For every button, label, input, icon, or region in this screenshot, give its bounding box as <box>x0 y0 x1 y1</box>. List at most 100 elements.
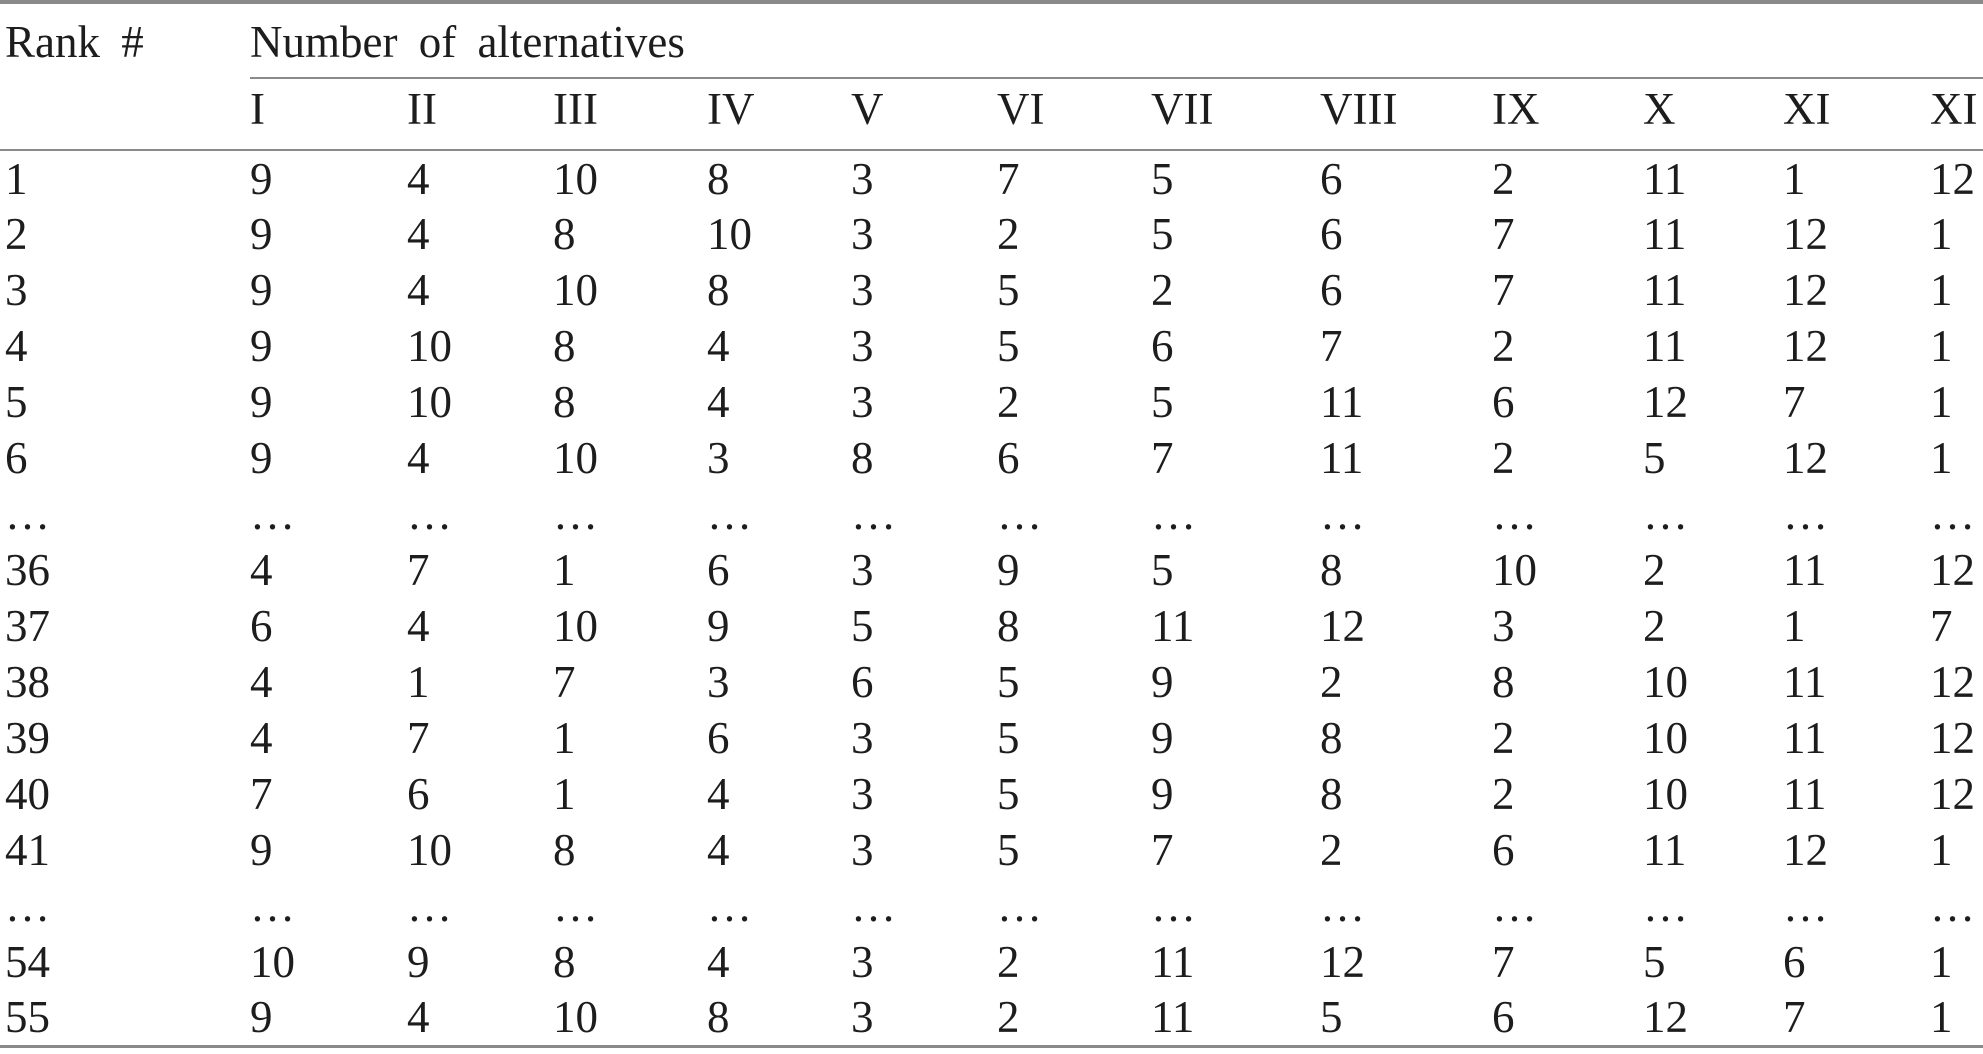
value-cell: 7 <box>1151 825 1174 875</box>
value-cell: 1 <box>553 769 576 819</box>
value-cell: 12 <box>1643 990 1783 1048</box>
table-row: 55 9 4 10 8 3 2 11 5 6 12 7 1 <box>0 990 1983 1048</box>
value-cell: 5 <box>997 713 1020 763</box>
value-cell: 8 <box>553 937 576 987</box>
rank-cell: 4 <box>5 321 28 371</box>
value-cell: 1 <box>553 713 576 763</box>
value-cell: 7 <box>997 153 1020 204</box>
value-cell: 11 <box>1151 937 1195 987</box>
col-header-iii: III <box>553 78 707 151</box>
col-header-viii: VIII <box>1320 78 1492 151</box>
value-cell: 4 <box>707 321 730 371</box>
value-cell: … <box>997 489 1042 539</box>
value-cell: 2 <box>1643 545 1666 595</box>
value-cell: … <box>707 881 752 931</box>
value-cell: 2 <box>1492 713 1515 763</box>
value-cell: 10 <box>250 937 295 987</box>
rank-cell: 36 <box>5 545 50 595</box>
rank-cell: … <box>5 881 50 931</box>
value-cell: … <box>553 489 598 539</box>
value-cell: 10 <box>553 601 598 651</box>
value-cell: 10 <box>553 265 598 315</box>
value-cell: 10 <box>407 377 452 427</box>
value-cell: 3 <box>707 657 730 707</box>
value-cell: 1 <box>1783 601 1806 651</box>
value-cell: 4 <box>707 937 730 987</box>
value-cell: … <box>997 881 1042 931</box>
table-row: 37 6 4 10 9 5 8 11 12 3 2 1 7 <box>0 598 1983 654</box>
value-cell: 11 <box>1783 769 1827 819</box>
value-cell: 1 <box>1930 377 1953 427</box>
value-cell: 1 <box>1930 937 1953 987</box>
value-cell: 3 <box>851 377 874 427</box>
value-cell: 12 <box>1783 433 1828 483</box>
value-cell: 11 <box>1643 321 1687 371</box>
value-cell: … <box>250 881 295 931</box>
col-header-vi: VI <box>997 78 1151 151</box>
rank-cell: 39 <box>5 713 50 763</box>
rank-cell: … <box>5 489 50 539</box>
value-cell: 8 <box>1320 769 1343 819</box>
value-cell: 8 <box>553 825 576 875</box>
value-cell: 5 <box>1151 153 1174 204</box>
value-cell: 11 <box>1151 601 1195 651</box>
value-cell: 6 <box>1320 265 1343 315</box>
value-cell: 11 <box>1643 265 1687 315</box>
value-cell: 4 <box>407 265 430 315</box>
value-cell: 6 <box>1320 153 1343 204</box>
value-cell: … <box>250 489 295 539</box>
value-cell: 7 <box>1783 377 1806 427</box>
value-cell: 2 <box>1492 321 1515 371</box>
value-cell: 12 <box>1783 321 1828 371</box>
value-cell: 12 <box>1930 153 1975 204</box>
value-cell: 5 <box>997 825 1020 875</box>
value-cell: 3 <box>851 937 874 987</box>
value-cell: 3 <box>851 265 874 315</box>
value-cell: 11 <box>1151 990 1320 1048</box>
value-cell: 3 <box>851 713 874 763</box>
table-row: 39 4 7 1 6 3 5 9 8 2 10 11 12 <box>0 710 1983 766</box>
value-cell: … <box>1783 489 1828 539</box>
value-cell: 2 <box>1320 657 1343 707</box>
value-cell: 7 <box>553 657 576 707</box>
value-cell: 5 <box>997 321 1020 371</box>
rank-cell: 38 <box>5 657 50 707</box>
value-cell: 1 <box>1930 321 1953 371</box>
value-cell: 9 <box>250 990 407 1048</box>
value-cell: 5 <box>1151 209 1174 259</box>
value-cell: 10 <box>407 825 452 875</box>
value-cell: 12 <box>1930 769 1975 819</box>
value-cell: … <box>1492 881 1537 931</box>
value-cell: 7 <box>1492 937 1515 987</box>
value-cell: 11 <box>1643 153 1687 204</box>
value-cell: 5 <box>1643 937 1666 987</box>
value-cell: 12 <box>1783 209 1828 259</box>
value-cell: 11 <box>1320 377 1364 427</box>
value-cell: 8 <box>707 153 730 204</box>
value-cell: 9 <box>250 321 273 371</box>
value-cell: 1 <box>553 545 576 595</box>
value-cell: 1 <box>1930 825 1953 875</box>
value-cell: 10 <box>1643 657 1688 707</box>
value-cell: 6 <box>250 601 273 651</box>
value-cell: 9 <box>250 377 273 427</box>
value-cell: 2 <box>1492 769 1515 819</box>
value-cell: … <box>1643 489 1688 539</box>
table-row: 38 4 1 7 3 6 5 9 2 8 10 11 12 <box>0 654 1983 710</box>
value-cell: 9 <box>250 433 273 483</box>
value-cell: … <box>1492 489 1537 539</box>
rank-cell: 2 <box>5 209 28 259</box>
column-header-row: I II III IV V VI VII VIII IX X XI XI <box>0 78 1983 151</box>
value-cell: … <box>1151 881 1196 931</box>
value-cell: 4 <box>407 433 430 483</box>
col-header-ix: IX <box>1492 78 1643 151</box>
value-cell: 12 <box>1783 825 1828 875</box>
value-cell: 6 <box>707 713 730 763</box>
value-cell: … <box>1783 881 1828 931</box>
value-cell: 8 <box>707 265 730 315</box>
value-cell: 5 <box>1151 545 1174 595</box>
value-cell: 7 <box>407 545 430 595</box>
value-cell: 4 <box>407 209 430 259</box>
rank-cell: 3 <box>5 265 28 315</box>
value-cell: 6 <box>1492 825 1515 875</box>
